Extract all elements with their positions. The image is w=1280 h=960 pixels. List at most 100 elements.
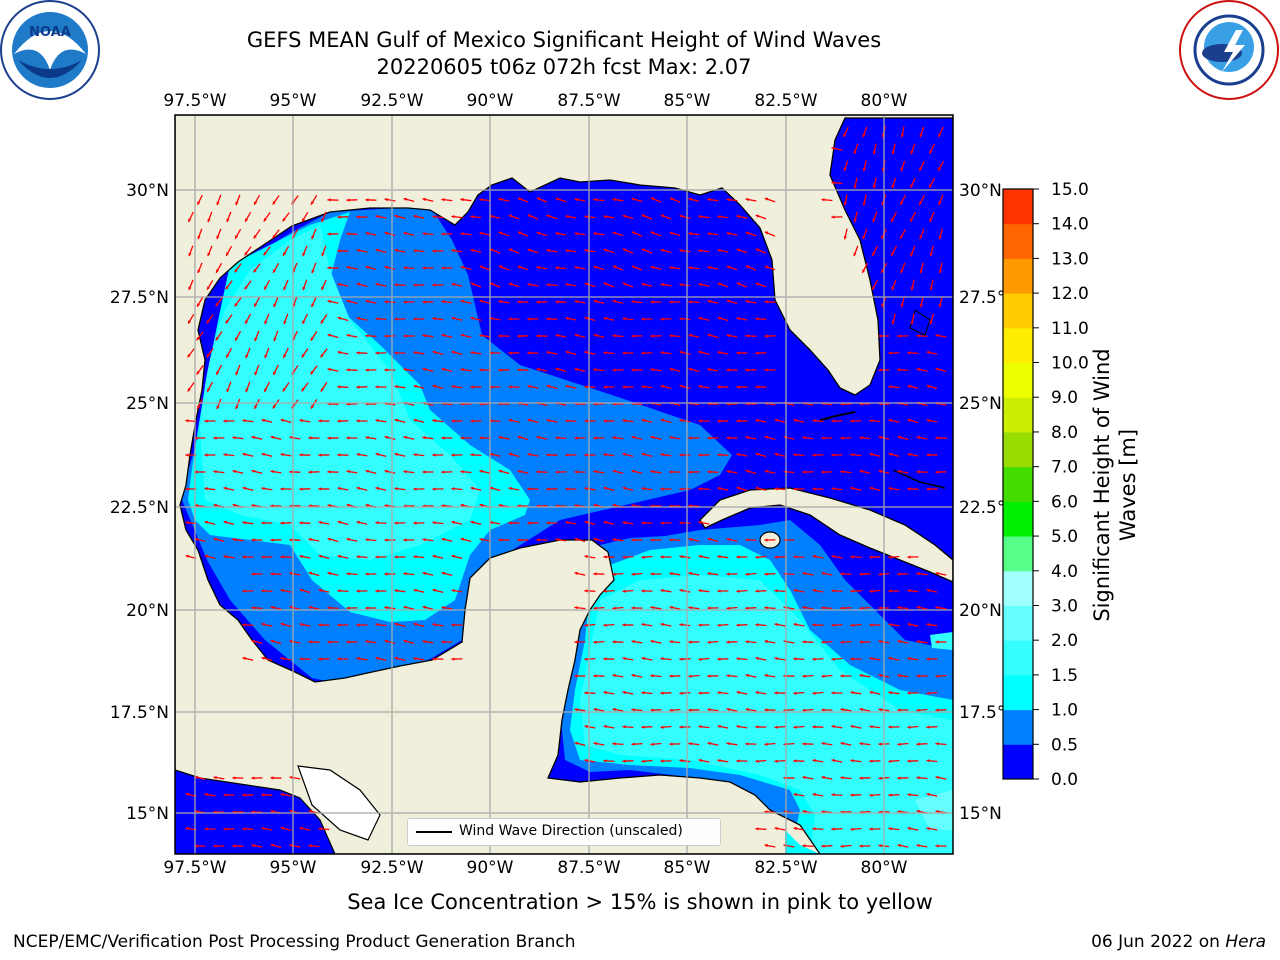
wind-arrow-head	[707, 640, 711, 644]
wind-arrow-head	[641, 555, 645, 559]
wind-arrow-head	[679, 317, 683, 321]
wind-arrow-head	[631, 469, 635, 473]
wind-arrow-head	[194, 436, 198, 440]
wind-arrow-head	[204, 419, 208, 423]
colorbar-segment	[1003, 293, 1033, 329]
wind-arrow-head	[394, 555, 398, 559]
wind-arrow-head	[736, 316, 740, 321]
wind-arrow-head	[470, 248, 474, 253]
wind-arrow-head	[679, 350, 683, 355]
wind-arrow-head	[470, 419, 474, 423]
wind-arrow-head	[793, 792, 797, 797]
wind-arrow-head	[853, 185, 857, 189]
wind-arrow-head	[900, 134, 904, 138]
wind-arrow-head	[593, 299, 597, 303]
wind-arrow-head	[441, 266, 445, 270]
wind-arrow-head	[574, 640, 578, 644]
colorbar-segment	[1003, 501, 1033, 537]
wave-band-2p0	[915, 790, 953, 830]
wind-arrow-head	[660, 283, 664, 287]
wind-arrow-head	[574, 741, 578, 745]
wind-arrow-head	[185, 419, 189, 423]
wind-arrow-head	[280, 555, 284, 559]
wind-arrow-head	[394, 317, 398, 321]
wind-arrow-head	[916, 334, 920, 338]
wind-arrow-head	[603, 215, 607, 219]
wind-arrow-head	[584, 350, 588, 355]
wind-arrow-head	[612, 707, 616, 712]
wind-arrow-head	[840, 741, 844, 746]
wind-arrow-head	[197, 235, 201, 240]
wind-arrow-head	[907, 418, 911, 422]
wind-arrow-head	[888, 725, 892, 729]
wind-arrow-head	[603, 623, 607, 627]
wind-arrow-head	[460, 299, 464, 303]
lat-label-right: 15°N	[959, 804, 1002, 824]
wind-arrow-head	[460, 537, 464, 541]
wind-arrow-head	[717, 350, 721, 355]
wind-arrow-head	[318, 487, 322, 491]
wind-arrow-head	[384, 572, 388, 576]
wind-arrow-head	[897, 334, 901, 338]
wind-arrow-head	[422, 232, 426, 236]
wind-arrow-head	[470, 453, 474, 457]
colorbar-segment	[1003, 709, 1033, 745]
wind-arrow-head	[536, 197, 541, 201]
wind-arrow-head	[850, 793, 854, 797]
wind-arrow-head	[688, 436, 692, 440]
wind-arrow-head	[935, 844, 939, 848]
wind-arrow-head	[264, 354, 268, 359]
wind-arrow-head	[546, 521, 550, 525]
wind-arrow-head	[337, 589, 341, 593]
wind-arrow-head	[736, 725, 740, 729]
wind-arrow-head	[926, 453, 930, 457]
wind-arrow-head	[907, 826, 911, 831]
wind-arrow-head	[926, 418, 930, 423]
wind-arrow-head	[793, 555, 797, 559]
wind-arrow-head	[546, 350, 550, 355]
wind-arrow-head	[432, 317, 436, 321]
wind-arrow-head	[698, 419, 702, 423]
wind-arrow-head	[859, 707, 863, 712]
colorbar	[1002, 188, 1034, 780]
wind-arrow-head	[479, 469, 483, 474]
wind-arrow-head	[926, 792, 930, 797]
wind-arrow-head	[244, 252, 248, 256]
wind-arrow-head	[888, 555, 892, 559]
wind-arrow-head	[821, 742, 825, 746]
wind-arrow-head	[289, 639, 293, 644]
wind-arrow-head	[593, 368, 597, 372]
wind-arrow-head	[631, 572, 635, 576]
wind-arrow-head	[840, 708, 844, 712]
wind-arrow-head	[432, 521, 436, 525]
wind-arrow-head	[698, 589, 702, 593]
wind-arrow-head	[821, 198, 825, 202]
wind-arrow-head	[384, 334, 388, 338]
wind-arrow-head	[650, 742, 654, 746]
wind-arrow-head	[736, 351, 740, 355]
wind-arrow-head	[910, 218, 914, 222]
wind-arrow-head	[261, 452, 265, 456]
wind-arrow-head	[907, 384, 911, 389]
wind-arrow-head	[622, 690, 626, 695]
wind-arrow-head	[432, 215, 436, 219]
wind-arrow-head	[891, 218, 895, 222]
wind-arrow-head	[631, 300, 635, 304]
wind-arrow-head	[242, 793, 246, 797]
wind-arrow-head	[660, 555, 664, 559]
wind-arrow-head	[517, 265, 522, 269]
wind-arrow-head	[821, 844, 825, 848]
wind-arrow-head	[793, 418, 797, 423]
wind-arrow-head	[536, 265, 540, 270]
wind-arrow-head	[565, 282, 569, 287]
wind-arrow-head	[650, 197, 655, 201]
wind-arrow-head	[593, 265, 597, 269]
wind-arrow-head	[508, 214, 513, 218]
wind-arrow-head	[935, 571, 939, 576]
wind-arrow-head	[470, 351, 474, 355]
wind-arrow-head	[375, 317, 379, 321]
wind-arrow-head	[907, 622, 911, 627]
wind-arrow-head	[812, 657, 816, 661]
wind-arrow-head	[185, 792, 189, 796]
wind-arrow-head	[641, 248, 646, 252]
